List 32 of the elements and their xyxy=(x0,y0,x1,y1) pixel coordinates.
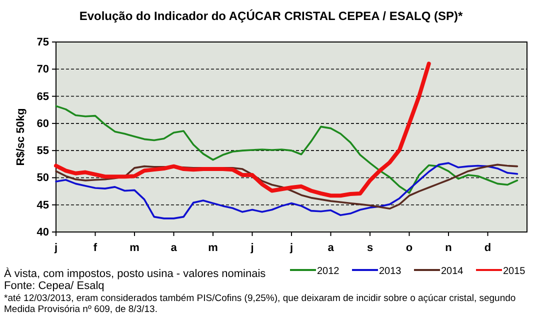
x-tick-label: d xyxy=(484,242,492,254)
y-axis-title: R$/sc 50kg xyxy=(15,108,27,166)
chart-title: Evolução do Indicador do AÇÚCAR CRISTAL CEPEA / ESALQ (SP)* xyxy=(79,9,464,23)
y-tick-label: 40 xyxy=(36,226,49,239)
y-tick-label: 65 xyxy=(36,90,49,103)
y-tick-label: 75 xyxy=(36,36,49,49)
x-tick-label: m xyxy=(130,242,140,254)
source-note: Fonte: Cepea/ Esalq xyxy=(4,280,106,292)
y-tick-label: 55 xyxy=(36,145,49,158)
y-tick-label: 45 xyxy=(36,199,49,212)
text: À vista, com impostos, posto usina - valores nominais xyxy=(4,268,266,280)
x-tick-label: a xyxy=(170,242,178,254)
x-tick-label: o xyxy=(406,242,413,254)
x-tick-label: a xyxy=(328,242,335,254)
x-tick-label: s xyxy=(366,242,374,254)
line-series xyxy=(54,62,431,198)
x-tick-label: j xyxy=(288,242,294,254)
line-series xyxy=(55,162,518,220)
x-tick-label: m xyxy=(208,242,218,254)
line-series xyxy=(55,105,518,194)
x-tick-label: j xyxy=(250,242,254,254)
y-tick-label: 60 xyxy=(36,118,49,130)
legend-label: 2015 xyxy=(503,266,526,277)
x-tick-label: j xyxy=(53,242,58,254)
text: *até 12/03/2013, eram considerados também PIS/Cofins (9,25%), que deixaram de incidir sobre o açúcar cristal, segundo Medida Provisória nº 609, de 8/3/13. xyxy=(4,293,517,315)
y-tick-label: 50 xyxy=(36,172,49,184)
y-tick-label: 70 xyxy=(36,64,49,76)
legend-label: 2013 xyxy=(379,266,402,277)
legend-label: 2014 xyxy=(441,266,464,277)
x-tick-label: f xyxy=(93,242,98,254)
x-tick-label: n xyxy=(445,242,452,254)
legend-label: 2012 xyxy=(317,266,340,277)
